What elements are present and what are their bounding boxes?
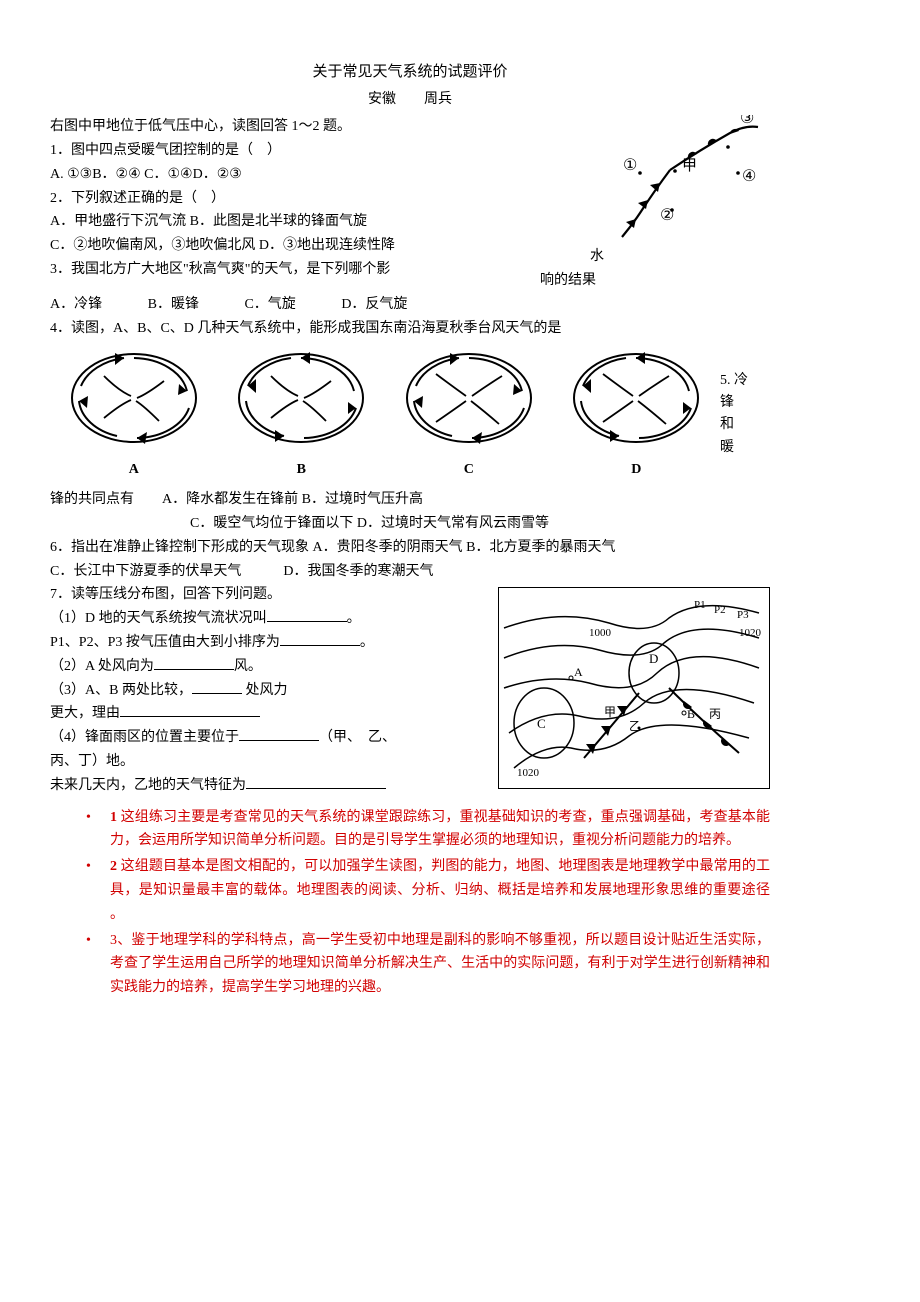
svg-text:1020: 1020 xyxy=(739,627,762,639)
q7-p4b: （甲、 乙、 xyxy=(319,730,396,745)
svg-text:④: ④ xyxy=(742,168,756,185)
svg-text:B: B xyxy=(687,707,695,721)
q2-optCD-text: C．②地吹偏南风，③地吹偏北风 D．③地出现连续性降 xyxy=(50,238,395,253)
diagram-c: C xyxy=(385,346,553,482)
doc-title: 关于常见天气系统的试题评价 xyxy=(50,60,770,86)
note-3-text: 、鉴于地理学科的学科特点，高一学生受初中地理是副科的影响不够重视，所以题目设计贴… xyxy=(110,933,770,996)
svg-text:甲: 甲 xyxy=(682,158,697,174)
blank-3 xyxy=(154,655,234,670)
svg-text:甲: 甲 xyxy=(604,705,616,719)
diagram-b: B xyxy=(218,346,386,482)
q7-p1c: P1、P2、P3 按气压值由大到小排序为 xyxy=(50,635,280,650)
q7-p2a: （2）A 处风向为 xyxy=(50,659,154,674)
blank-4 xyxy=(192,679,242,694)
q5-s4: 暖 xyxy=(720,437,770,459)
svg-text:1000: 1000 xyxy=(589,627,612,639)
q7-p3c: 更大，理由 xyxy=(50,706,120,721)
note-1: 1 这组练习主要是考查常见的天气系统的课堂跟踪练习，重视基础知识的考查，重点强调… xyxy=(110,806,770,854)
q3-opt-b: B．暖锋 xyxy=(148,297,199,312)
diagram-c-label: C xyxy=(385,458,553,482)
blank-7 xyxy=(246,774,386,789)
svg-text:③: ③ xyxy=(740,115,754,127)
note-2: 2 这组题目基本是图文相配的，可以加强学生读图，判图的能力，地图、地理图表是地理… xyxy=(110,855,770,926)
note-1-num: 1 xyxy=(110,810,117,825)
svg-text:P2: P2 xyxy=(714,604,726,616)
q5-line2: C．暖空气均位于锋面以下 D．过境时天气常有风云雨雪等 xyxy=(50,512,770,536)
isobar-figure: P1 P2 P3 1000 1020 1020 A B C D 甲 乙 丙 xyxy=(498,587,770,789)
q7-p3a: （3）A、B 两处比较， xyxy=(50,683,192,698)
svg-text:1020: 1020 xyxy=(517,767,540,779)
front-diagram: ① ② ③ ④ 甲 xyxy=(590,115,770,245)
diagram-d-label: D xyxy=(553,458,721,482)
q7-p1d: 。 xyxy=(360,635,374,650)
notes-section: 1 这组练习主要是考查常见的天气系统的课堂跟踪练习，重视基础知识的考查，重点强调… xyxy=(50,806,770,1000)
svg-text:①: ① xyxy=(623,157,637,174)
q7-p4a: （4）锋面雨区的位置主要位于 xyxy=(50,730,239,745)
q5-side: 5. 冷 锋 和 暖 xyxy=(720,370,770,460)
q7-p3b: 处风力 xyxy=(242,683,288,698)
q3-opt-c: C．气旋 xyxy=(244,297,295,312)
svg-text:乙: 乙 xyxy=(629,719,641,733)
svg-text:P3: P3 xyxy=(737,609,749,621)
note-2-num: 2 xyxy=(110,859,117,874)
q3-opt-a: A．冷锋 xyxy=(50,297,102,312)
blank-2 xyxy=(280,631,360,646)
diagram-d: D xyxy=(553,346,721,482)
q4-diagrams: A B xyxy=(50,346,770,482)
q7-p1b: 。 xyxy=(347,611,361,626)
q5-s2: 锋 xyxy=(720,392,770,414)
q6-stem: 6．指出在准静止锋控制下形成的天气现象 A．贵阳冬季的阴雨天气 B．北方夏季的暴… xyxy=(50,536,770,560)
note-1-text: 这组练习主要是考查常见的天气系统的课堂跟踪练习，重视基础知识的考查，重点强调基础… xyxy=(110,810,770,849)
diagram-b-label: B xyxy=(218,458,386,482)
blank-6 xyxy=(239,726,319,741)
note-3-num: 3 xyxy=(110,933,117,948)
svg-text:P1: P1 xyxy=(694,599,706,611)
q5-line1: 锋的共同点有 A．降水都发生在锋前 B．过境时气压升高 xyxy=(50,488,770,512)
note-3: 3、鉴于地理学科的学科特点，高一学生受初中地理是副科的影响不够重视，所以题目设计… xyxy=(110,929,770,1000)
blank-1 xyxy=(267,607,347,622)
diagram-a-label: A xyxy=(50,458,218,482)
q3-stem: 3．我国北方广大地区"秋高气爽"的天气，是下列哪个影 xyxy=(50,262,390,277)
doc-author: 安徽 周兵 xyxy=(50,88,770,112)
svg-text:C: C xyxy=(537,716,546,731)
blank-5 xyxy=(120,702,260,717)
svg-text:D: D xyxy=(649,651,658,666)
q3-opt-d: D．反气旋 xyxy=(341,297,407,312)
svg-text:丙: 丙 xyxy=(709,707,721,721)
q3-options: A．冷锋 B．暖锋 C．气旋 D．反气旋 xyxy=(50,293,770,317)
q7-p1a: （1）D 地的天气系统按气流状况叫 xyxy=(50,611,267,626)
q6-line2: C．长江中下游夏季的伏旱天气 D．我国冬季的寒潮天气 xyxy=(50,560,770,584)
q5-s1: 5. 冷 xyxy=(720,370,770,392)
q7-p2b: 风。 xyxy=(234,659,262,674)
svg-text:A: A xyxy=(574,665,583,679)
q5-s3: 和 xyxy=(720,414,770,436)
q7-p5a: 未来几天内，乙地的天气特征为 xyxy=(50,778,246,793)
q4-stem: 4．读图，A、B、C、D 几种天气系统中，能形成我国东南沿海夏秋季台风天气的是 xyxy=(50,317,770,341)
diagram-a: A xyxy=(50,346,218,482)
note-2-text: 这组题目基本是图文相配的，可以加强学生读图，判图的能力，地图、地理图表是地理教学… xyxy=(110,859,770,922)
